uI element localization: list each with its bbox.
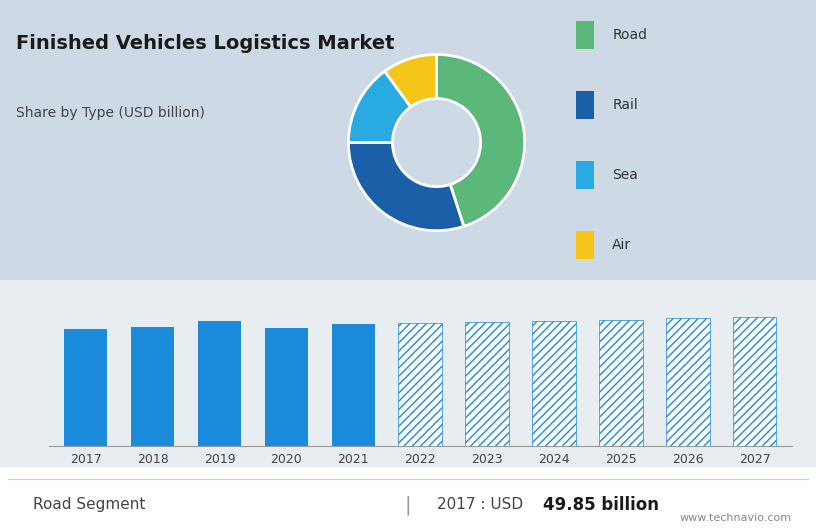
Bar	[532, 321, 576, 446]
Bar	[733, 317, 777, 446]
Bar	[131, 327, 175, 446]
Text: Air: Air	[612, 238, 632, 252]
Wedge shape	[348, 143, 463, 231]
Bar	[398, 323, 442, 446]
Bar	[264, 328, 308, 446]
Wedge shape	[348, 71, 410, 143]
Text: 2017 : USD: 2017 : USD	[437, 497, 528, 513]
Text: Finished Vehicles Logistics Market: Finished Vehicles Logistics Market	[16, 34, 395, 53]
Bar	[331, 324, 375, 446]
Text: www.technavio.com: www.technavio.com	[680, 513, 792, 523]
Text: Rail: Rail	[612, 98, 638, 112]
Bar	[576, 161, 594, 189]
Bar	[666, 318, 710, 446]
Text: |: |	[405, 495, 411, 515]
Bar	[576, 91, 594, 119]
Wedge shape	[385, 54, 437, 107]
Bar	[465, 322, 509, 446]
Bar	[599, 319, 643, 446]
Text: Road: Road	[612, 28, 647, 42]
Text: 49.85 billion: 49.85 billion	[543, 496, 659, 514]
Bar	[64, 329, 108, 446]
Text: Sea: Sea	[612, 168, 638, 182]
Bar	[576, 21, 594, 49]
Text: Share by Type (USD billion): Share by Type (USD billion)	[16, 106, 205, 120]
Bar	[576, 231, 594, 259]
Text: Road Segment: Road Segment	[33, 497, 145, 513]
Wedge shape	[437, 54, 525, 227]
Bar	[197, 321, 242, 446]
